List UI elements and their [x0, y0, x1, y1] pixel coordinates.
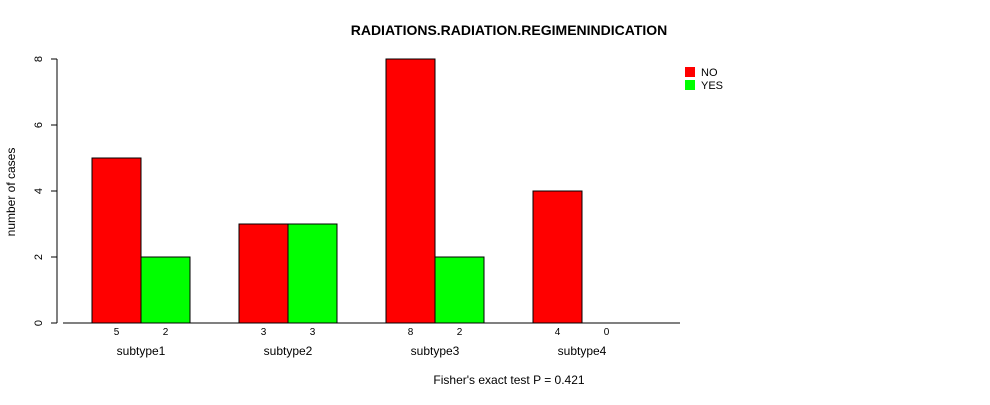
- legend-swatch-yes: [685, 80, 695, 90]
- chart-title: RADIATIONS.RADIATION.REGIMENINDICATION: [351, 22, 668, 38]
- category-label-subtype3: subtype3: [411, 344, 460, 358]
- y-tick-label-8: 8: [33, 56, 45, 62]
- bar-subtype3-yes: [434, 256, 485, 324]
- count-label-subtype3-no: 8: [408, 327, 414, 338]
- bar-subtype2-yes: [287, 223, 338, 324]
- bar-subtype4-no: [532, 190, 583, 324]
- bar-subtype3-no: [385, 58, 436, 324]
- y-tick-label-4: 4: [33, 188, 45, 194]
- footnote: Fisher's exact test P = 0.421: [433, 373, 584, 387]
- count-label-subtype4-no: 4: [555, 327, 561, 338]
- legend-swatch-no: [685, 67, 695, 77]
- y-axis: 0 2 4 6 8: [33, 56, 58, 326]
- category-label-subtype1: subtype1: [117, 344, 166, 358]
- legend-label-yes: YES: [701, 80, 723, 92]
- category-label-subtype2: subtype2: [264, 344, 313, 358]
- count-label-subtype2-no: 3: [261, 327, 267, 338]
- y-tick-label-0: 0: [33, 320, 45, 326]
- bar-subtype2-no: [238, 223, 289, 324]
- bars-group: [63, 58, 680, 324]
- count-label-subtype3-yes: 2: [457, 327, 463, 338]
- count-label-subtype1-yes: 2: [163, 327, 169, 338]
- y-tick-label-2: 2: [33, 254, 45, 260]
- category-label-subtype4: subtype4: [558, 344, 607, 358]
- x-axis-labels: 5 2 subtype1 3 3 subtype2 8 2 subtype3 4 0 subtype4: [114, 327, 610, 358]
- bar-subtype1-no: [91, 157, 142, 324]
- count-label-subtype1-no: 5: [114, 327, 120, 338]
- y-axis-label: number of cases: [4, 148, 18, 237]
- count-label-subtype4-yes: 0: [604, 327, 610, 338]
- bar-subtype1-yes: [140, 256, 191, 324]
- legend-label-no: NO: [701, 67, 718, 79]
- count-label-subtype2-yes: 3: [310, 327, 316, 338]
- y-tick-label-6: 6: [33, 122, 45, 128]
